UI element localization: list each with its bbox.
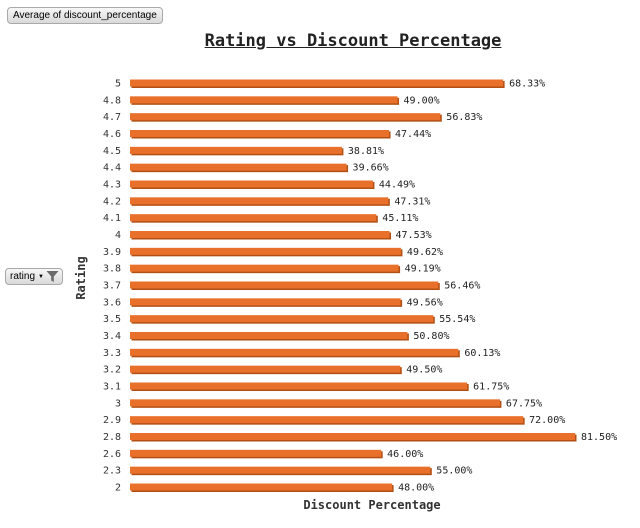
category-label: 3.5 [103, 314, 121, 325]
category-label: 4.5 [103, 146, 121, 157]
bar [130, 130, 390, 137]
data-label: 56.46% [444, 281, 480, 292]
category-label: 2.6 [103, 449, 121, 460]
dropdown-arrow-icon[interactable]: ▼ [38, 273, 44, 280]
data-label: 44.49% [379, 180, 415, 191]
bar [130, 315, 434, 323]
data-label: 45.11% [382, 213, 418, 224]
data-label: 47.53% [396, 230, 432, 241]
category-label: 5 [115, 79, 121, 90]
bar [130, 197, 389, 205]
row-field-label: rating [10, 271, 36, 282]
data-label: 49.00% [404, 95, 440, 106]
bar [130, 180, 373, 188]
data-label: 67.75% [506, 398, 542, 409]
category-label: 2.8 [103, 432, 121, 443]
data-label: 49.50% [406, 365, 442, 376]
value-field-button[interactable]: Average of discount_percentage [7, 7, 163, 24]
bar [130, 146, 342, 154]
bar [130, 281, 439, 289]
bar [130, 113, 441, 121]
data-label: 49.19% [405, 264, 441, 275]
bar [130, 231, 390, 238]
bar [130, 214, 377, 222]
data-label: 49.56% [407, 297, 443, 308]
bar [130, 466, 431, 474]
category-label: 2.3 [103, 466, 121, 477]
category-label: 3.9 [103, 247, 121, 258]
data-label: 47.31% [394, 196, 430, 207]
data-label: 60.13% [464, 348, 500, 359]
data-label: 46.00% [387, 449, 423, 460]
data-label: 68.33% [509, 79, 545, 90]
bar [130, 163, 347, 171]
value-field-label: Average of discount_percentage [13, 10, 157, 21]
category-label: 3.3 [103, 348, 121, 359]
category-label: 4.8 [103, 95, 121, 106]
bar [130, 416, 524, 424]
bar [130, 449, 382, 457]
category-label: 4 [115, 230, 121, 241]
category-label: 4.7 [103, 112, 121, 123]
data-label: 38.81% [348, 146, 384, 157]
row-field-button[interactable]: rating ▼ [5, 268, 63, 285]
bar [130, 79, 504, 87]
data-label: 56.83% [446, 112, 482, 123]
data-label: 72.00% [529, 415, 565, 426]
data-label: 81.50% [581, 432, 617, 443]
bar [130, 483, 393, 491]
category-label: 4.1 [103, 213, 121, 224]
category-label: 3.4 [103, 331, 121, 342]
data-label: 47.44% [395, 129, 431, 140]
category-label: 4.3 [103, 180, 121, 191]
category-label: 4.4 [103, 163, 121, 174]
category-label: 3.7 [103, 281, 121, 292]
data-label: 55.00% [436, 466, 472, 477]
data-label: 48.00% [398, 483, 434, 494]
x-axis-label: Discount Percentage [303, 498, 441, 512]
data-label: 49.62% [407, 247, 443, 258]
bar [130, 433, 575, 440]
category-label: 3.2 [103, 365, 121, 376]
category-label: 4.2 [103, 196, 121, 207]
bar [130, 298, 401, 306]
bar [130, 264, 399, 272]
filter-icon[interactable] [46, 270, 59, 283]
bar [130, 365, 401, 373]
bar [130, 399, 500, 407]
category-label: 3.1 [103, 382, 121, 393]
category-label: 3.8 [103, 264, 121, 275]
data-label: 61.75% [473, 382, 509, 393]
bar [130, 332, 408, 339]
data-label: 50.80% [413, 331, 449, 342]
data-label: 55.54% [439, 314, 475, 325]
bar [130, 247, 401, 255]
category-label: 3.6 [103, 297, 121, 308]
bar [130, 96, 398, 104]
category-label: 4.6 [103, 129, 121, 140]
chart-title: Rating vs Discount Percentage [204, 31, 502, 51]
bar [130, 382, 468, 390]
category-label: 2.9 [103, 415, 121, 426]
bar [130, 348, 459, 356]
data-label: 39.66% [353, 163, 389, 174]
category-label: 2 [115, 483, 121, 494]
category-label: 3 [115, 398, 121, 409]
